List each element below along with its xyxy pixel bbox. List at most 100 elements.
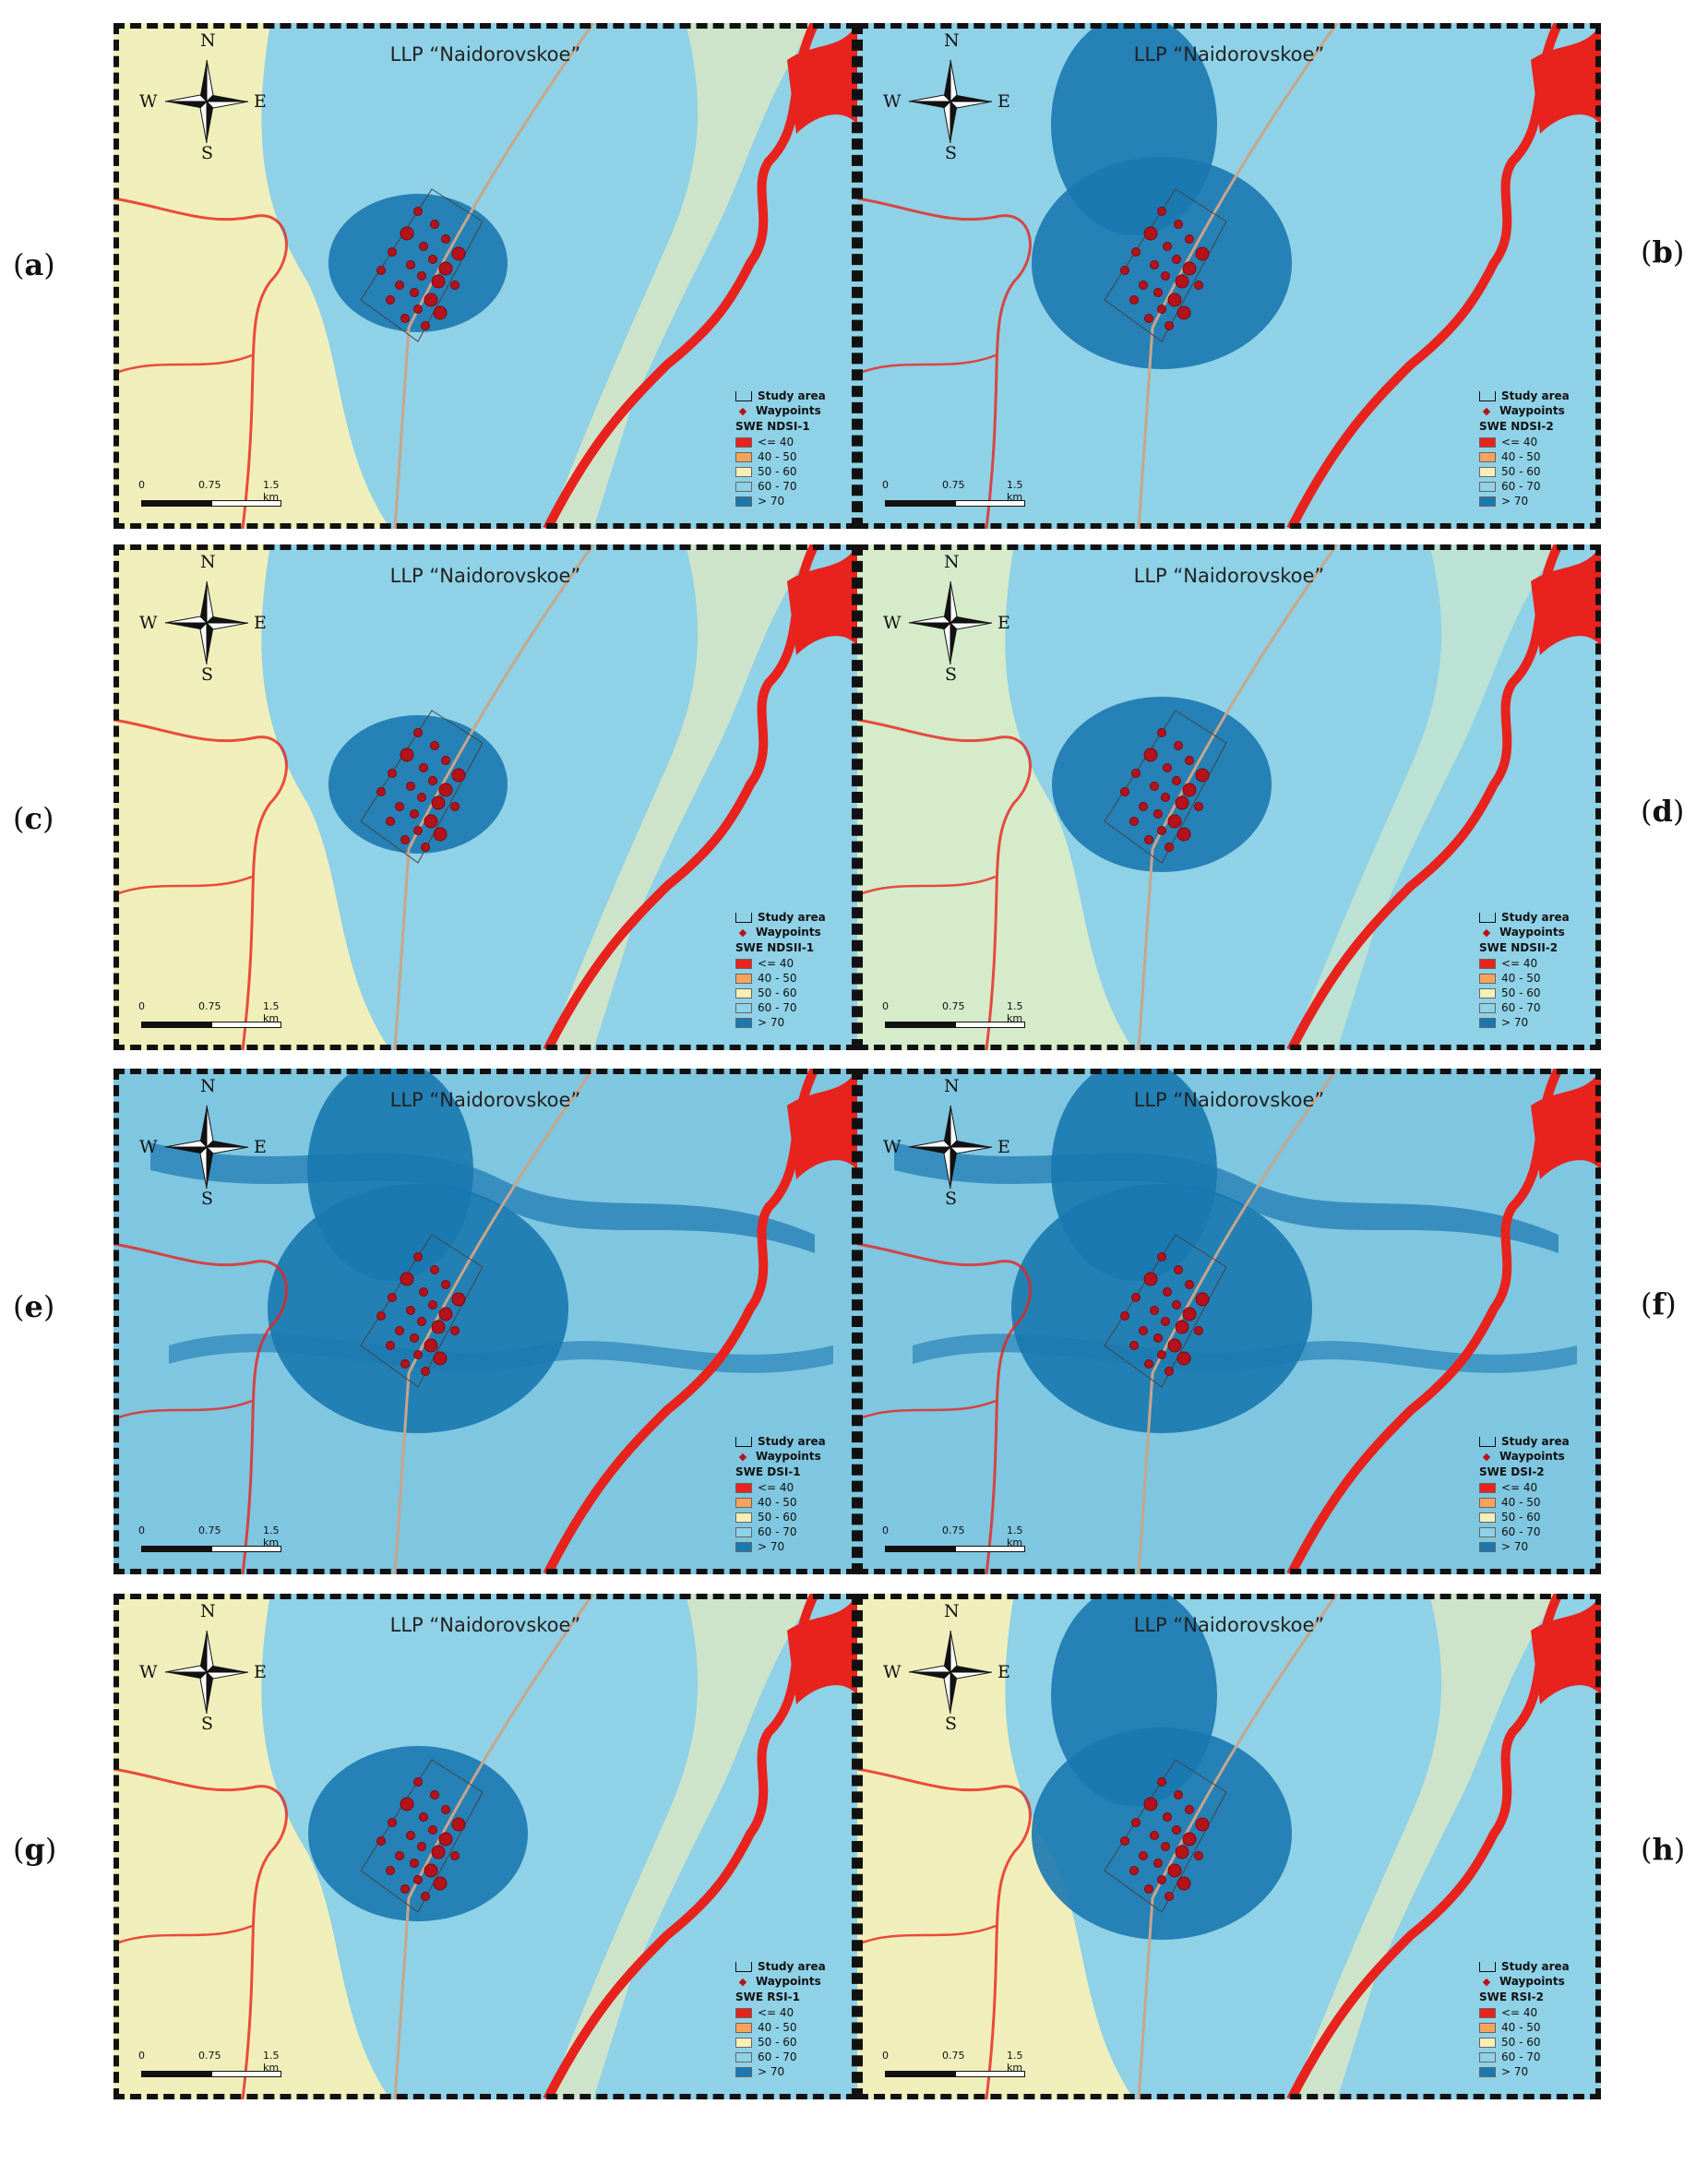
legend-waypoints-label: Waypoints — [756, 1450, 821, 1463]
river-east — [543, 1069, 819, 1574]
legend-swatch — [1479, 973, 1496, 984]
waypoint-marker — [1157, 207, 1166, 216]
stream-west-2 — [857, 875, 997, 897]
legend-class: 60 - 70 — [735, 1000, 844, 1015]
scale-bar-black — [141, 2071, 211, 2077]
map-title: LLP “Naidorovskoe” — [1133, 43, 1325, 66]
legend-study-area: Study area — [1479, 910, 1588, 925]
waypoint-marker — [1195, 768, 1210, 783]
legend-class-label: <= 40 — [758, 957, 794, 970]
waypoint-marker — [438, 1307, 453, 1321]
compass-n: N — [200, 1076, 216, 1096]
legend-class-label: 60 - 70 — [758, 1001, 797, 1014]
waypoint-marker — [421, 843, 430, 852]
legend-study-area: Study area — [735, 1959, 844, 1974]
map-legend: Study area ◆ Waypoints SWE RSI-1 <= 40 40 - 5… — [735, 1959, 844, 2079]
waypoint-marker — [1175, 795, 1189, 810]
waypoint-marker — [1144, 314, 1153, 323]
compass-e: E — [254, 91, 267, 112]
waypoint-marker — [1165, 321, 1174, 330]
legend-index-name: SWE NDSII-2 — [1479, 941, 1559, 954]
waypoint-marker — [419, 1287, 428, 1297]
legend-class-label: 40 - 50 — [1501, 2021, 1541, 2034]
legend-swatch — [1479, 2051, 1496, 2062]
north-arrow-compass-icon: N S W E — [883, 552, 1010, 685]
waypoint-marker — [1144, 835, 1153, 844]
legend-class: > 70 — [1479, 494, 1588, 508]
legend-class: <= 40 — [735, 1480, 844, 1495]
legend-class: 40 - 50 — [735, 1495, 844, 1510]
waypoint-marker — [1185, 1280, 1194, 1289]
waypoint-marker — [406, 260, 415, 269]
streak-south — [169, 1333, 833, 1373]
western-zone — [113, 544, 390, 1050]
legend-class-label: 50 - 60 — [758, 465, 797, 478]
waypoint-marker — [386, 817, 395, 826]
legend-class-label: 60 - 70 — [1501, 480, 1541, 493]
stream-west-2 — [857, 1399, 997, 1421]
waypoint-marker — [451, 1817, 466, 1832]
waypoint-marker — [441, 234, 450, 244]
waypoint-marker — [421, 1367, 430, 1376]
compass-e: E — [997, 91, 1010, 112]
waypoint-marker — [406, 782, 415, 791]
legend-study-area: Study area — [1479, 1959, 1588, 1974]
legend-study-area: Study area — [1479, 389, 1588, 403]
waypoint-marker — [413, 1875, 423, 1884]
scale-bar: 0 0.75 1.5 km — [138, 479, 298, 507]
waypoint-marker — [1165, 1367, 1174, 1376]
legend-waypoints: ◆ Waypoints — [1479, 1974, 1588, 1989]
waypoint-diamond-icon: ◆ — [1482, 926, 1491, 939]
waypoint-marker — [1139, 802, 1148, 811]
urban-east — [1531, 544, 1601, 655]
waypoint-marker — [1120, 1311, 1129, 1321]
waypoint-marker — [1157, 728, 1166, 737]
waypoint-marker — [1161, 271, 1170, 281]
compass-e: E — [254, 1137, 267, 1157]
waypoint-marker — [431, 1845, 446, 1859]
legend-waypoints: ◆ Waypoints — [735, 1449, 844, 1464]
legend-class: 60 - 70 — [735, 1524, 844, 1539]
scale-tick-2: 1.5 km — [263, 1524, 280, 1548]
waypoint-marker — [433, 1351, 448, 1366]
waypoint-marker — [413, 728, 423, 737]
stream-west — [113, 197, 288, 529]
waypoint-marker — [1157, 1350, 1166, 1359]
waypoint-marker — [1163, 1287, 1172, 1297]
legend-swatch — [735, 1512, 752, 1523]
study-area-outline — [360, 1234, 484, 1388]
waypoint-marker — [433, 827, 448, 842]
legend-class-label: 50 - 60 — [1501, 1511, 1541, 1524]
study-area-swatch — [1479, 1961, 1496, 1972]
legend-class-label: <= 40 — [1501, 1481, 1538, 1494]
map-title: LLP “Naidorovskoe” — [389, 565, 581, 587]
panel-label-f: (f) — [1641, 1286, 1677, 1321]
legend-swatch — [1479, 1541, 1496, 1552]
panel-label-g: (g) — [13, 1832, 57, 1867]
waypoint-marker — [421, 1892, 430, 1901]
compass-s: S — [201, 1714, 214, 1734]
waypoint-diamond-icon: ◆ — [1482, 404, 1491, 417]
study-area-outline — [1104, 1759, 1227, 1913]
waypoint-marker — [451, 768, 466, 783]
legend-class-label: > 70 — [758, 1540, 785, 1553]
waypoint-marker — [1163, 1812, 1172, 1822]
scale-bar: 0 0.75 1.5 km — [138, 1000, 298, 1028]
waypoint-marker — [1174, 741, 1183, 750]
legend-class-label: 50 - 60 — [1501, 2036, 1541, 2049]
waypoint-marker — [1176, 1876, 1191, 1891]
compass-w: W — [883, 1137, 902, 1157]
scale-tick-2: 1.5 km — [1007, 1000, 1023, 1024]
waypoint-marker — [438, 783, 453, 797]
waypoint-marker — [1194, 1326, 1203, 1335]
north-arrow-compass-icon: N S W E — [883, 1076, 1010, 1209]
waypoint-marker — [428, 1300, 437, 1309]
waypoint-marker — [376, 787, 386, 796]
waypoint-marker — [413, 826, 423, 835]
river-east — [1286, 544, 1563, 1050]
map-legend: Study area ◆ Waypoints SWE DSI-2 <= 40 40 - 5… — [1479, 1434, 1588, 1554]
map-raster — [857, 1069, 1601, 1574]
river-east — [543, 544, 819, 1050]
legend-swatch — [735, 987, 752, 998]
compass-s: S — [945, 664, 958, 685]
